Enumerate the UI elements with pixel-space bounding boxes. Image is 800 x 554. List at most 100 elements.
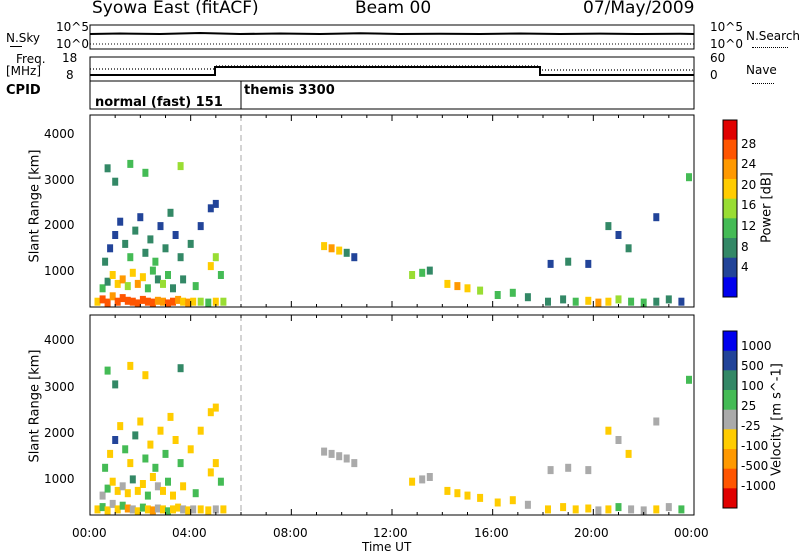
velocity-cell	[149, 473, 156, 481]
nsearch-tick-top: 10^5	[710, 20, 743, 34]
velocity-colorbar-swatch	[723, 468, 737, 489]
power-cell	[686, 173, 692, 182]
power-cell	[129, 297, 136, 306]
power-colorbar-swatch	[723, 257, 737, 278]
velocity-cell	[343, 454, 350, 463]
nsky-panel-frame	[89, 24, 695, 50]
velocity-cell	[212, 459, 219, 468]
velocity-cb-tick-4: -25	[741, 419, 761, 433]
velocity-cell	[99, 503, 106, 512]
power-cell	[147, 235, 154, 244]
freq-tick-top: 18	[62, 51, 78, 65]
velocity-cell	[112, 380, 119, 389]
xtick-5: 20:00	[574, 526, 609, 540]
power-cb-tick-0: 28	[741, 137, 757, 151]
power-cell	[117, 217, 124, 226]
velocity-colorbar-swatch	[723, 331, 737, 352]
power-cell	[605, 297, 612, 306]
xtick-4: 16:00	[474, 526, 509, 540]
power-cell	[160, 279, 166, 288]
power-ytick-4000: 4000	[44, 127, 75, 141]
velocity-cell	[524, 500, 531, 509]
power-cell	[139, 273, 146, 282]
velocity-cell	[165, 507, 171, 516]
power-colorbar-label: Power [dB]	[759, 172, 775, 243]
velocity-cell	[640, 506, 647, 515]
power-cell	[444, 279, 451, 288]
velocity-cb-tick-2: 100	[741, 379, 764, 393]
power-cell	[157, 222, 164, 231]
power-cell	[109, 292, 116, 301]
velocity-cell	[144, 491, 151, 500]
power-cell	[109, 271, 116, 279]
velocity-cell	[137, 417, 144, 426]
velocity-cell	[157, 426, 164, 435]
power-ytick-1000: 1000	[44, 264, 75, 278]
velocity-cell	[678, 505, 685, 514]
power-cell	[595, 298, 602, 307]
power-cell	[154, 275, 161, 284]
velocity-cell	[565, 463, 572, 472]
velocity-ytick-4000: 4000	[44, 333, 75, 347]
power-cell	[187, 239, 194, 248]
power-cell	[144, 284, 151, 293]
power-cell	[144, 297, 151, 306]
power-cell	[205, 298, 212, 307]
velocity-cell	[109, 499, 116, 508]
velocity-cell	[170, 491, 176, 500]
power-cell	[207, 204, 214, 213]
velocity-cell	[102, 463, 109, 472]
power-cell	[154, 296, 161, 305]
power-cell	[212, 297, 219, 306]
power-cell	[129, 268, 136, 277]
velocity-cell	[207, 408, 214, 417]
power-cell	[180, 297, 187, 306]
velocity-cell	[547, 466, 554, 475]
velocity-cell	[572, 505, 579, 514]
velocity-cell	[419, 475, 426, 484]
velocity-cell	[494, 498, 501, 507]
velocity-cell	[144, 505, 151, 514]
power-cell	[628, 297, 635, 306]
power-cell	[464, 284, 471, 293]
velocity-cell	[114, 505, 121, 514]
velocity-ytick-3000: 3000	[44, 380, 75, 394]
velocity-cell	[134, 507, 141, 516]
power-cell	[160, 297, 166, 306]
velocity-cell	[207, 468, 214, 477]
power-cell	[165, 299, 171, 308]
velocity-cb-tick-7: -1000	[741, 479, 776, 493]
power-colorbar-swatch	[723, 277, 737, 298]
velocity-cell	[560, 503, 567, 512]
velocity-cell	[653, 505, 660, 514]
power-cell	[107, 244, 114, 253]
power-cell	[615, 295, 622, 304]
power-cb-tick-5: 8	[741, 240, 749, 254]
velocity-colorbar-swatch	[723, 488, 737, 509]
power-cell	[124, 296, 131, 305]
power-ytick-2000: 2000	[44, 218, 75, 232]
power-cell	[119, 275, 126, 284]
velocity-cell	[454, 489, 461, 498]
velocity-cell	[177, 364, 184, 373]
nsearch-label: N.Search	[746, 29, 800, 43]
velocity-colorbar-swatch	[723, 429, 737, 450]
velocity-colorbar-swatch	[723, 409, 737, 430]
velocity-cell	[134, 486, 141, 495]
velocity-cell	[119, 501, 126, 510]
velocity-cell	[149, 506, 156, 515]
velocity-cell	[605, 505, 612, 514]
power-ylabel: Slant Range [km]	[27, 149, 43, 263]
velocity-cb-tick-0: 1000	[741, 339, 772, 353]
velocity-cell	[142, 371, 149, 380]
power-colorbar-swatch	[723, 238, 737, 259]
power-colorbar-swatch	[723, 139, 737, 160]
velocity-cell	[167, 412, 174, 421]
power-cell	[207, 262, 214, 271]
nave-legend-line	[752, 83, 774, 84]
power-cell	[149, 266, 156, 275]
velocity-cell	[464, 491, 471, 500]
nave-tick-top: 60	[710, 51, 726, 65]
beam-title: Beam 00	[355, 0, 432, 18]
power-colorbar-swatch	[723, 120, 737, 141]
